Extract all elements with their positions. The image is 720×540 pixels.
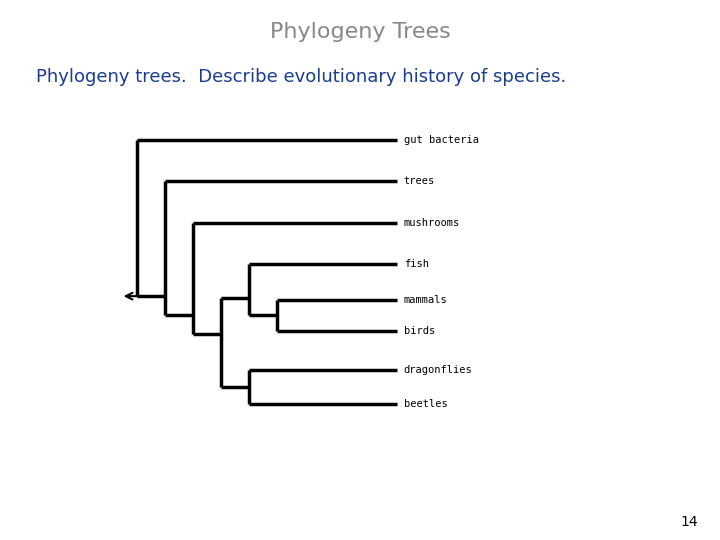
Text: fish: fish [404,259,428,269]
Text: gut bacteria: gut bacteria [404,134,479,145]
Text: mushrooms: mushrooms [404,218,460,228]
Text: beetles: beetles [404,399,447,409]
Text: dragonflies: dragonflies [404,366,472,375]
Text: mammals: mammals [404,295,447,305]
Text: trees: trees [404,176,435,186]
Text: Phylogeny trees.  Describe evolutionary history of species.: Phylogeny trees. Describe evolutionary h… [36,68,566,85]
Text: birds: birds [404,326,435,336]
Text: 14: 14 [681,515,698,529]
Text: Phylogeny Trees: Phylogeny Trees [269,22,451,42]
